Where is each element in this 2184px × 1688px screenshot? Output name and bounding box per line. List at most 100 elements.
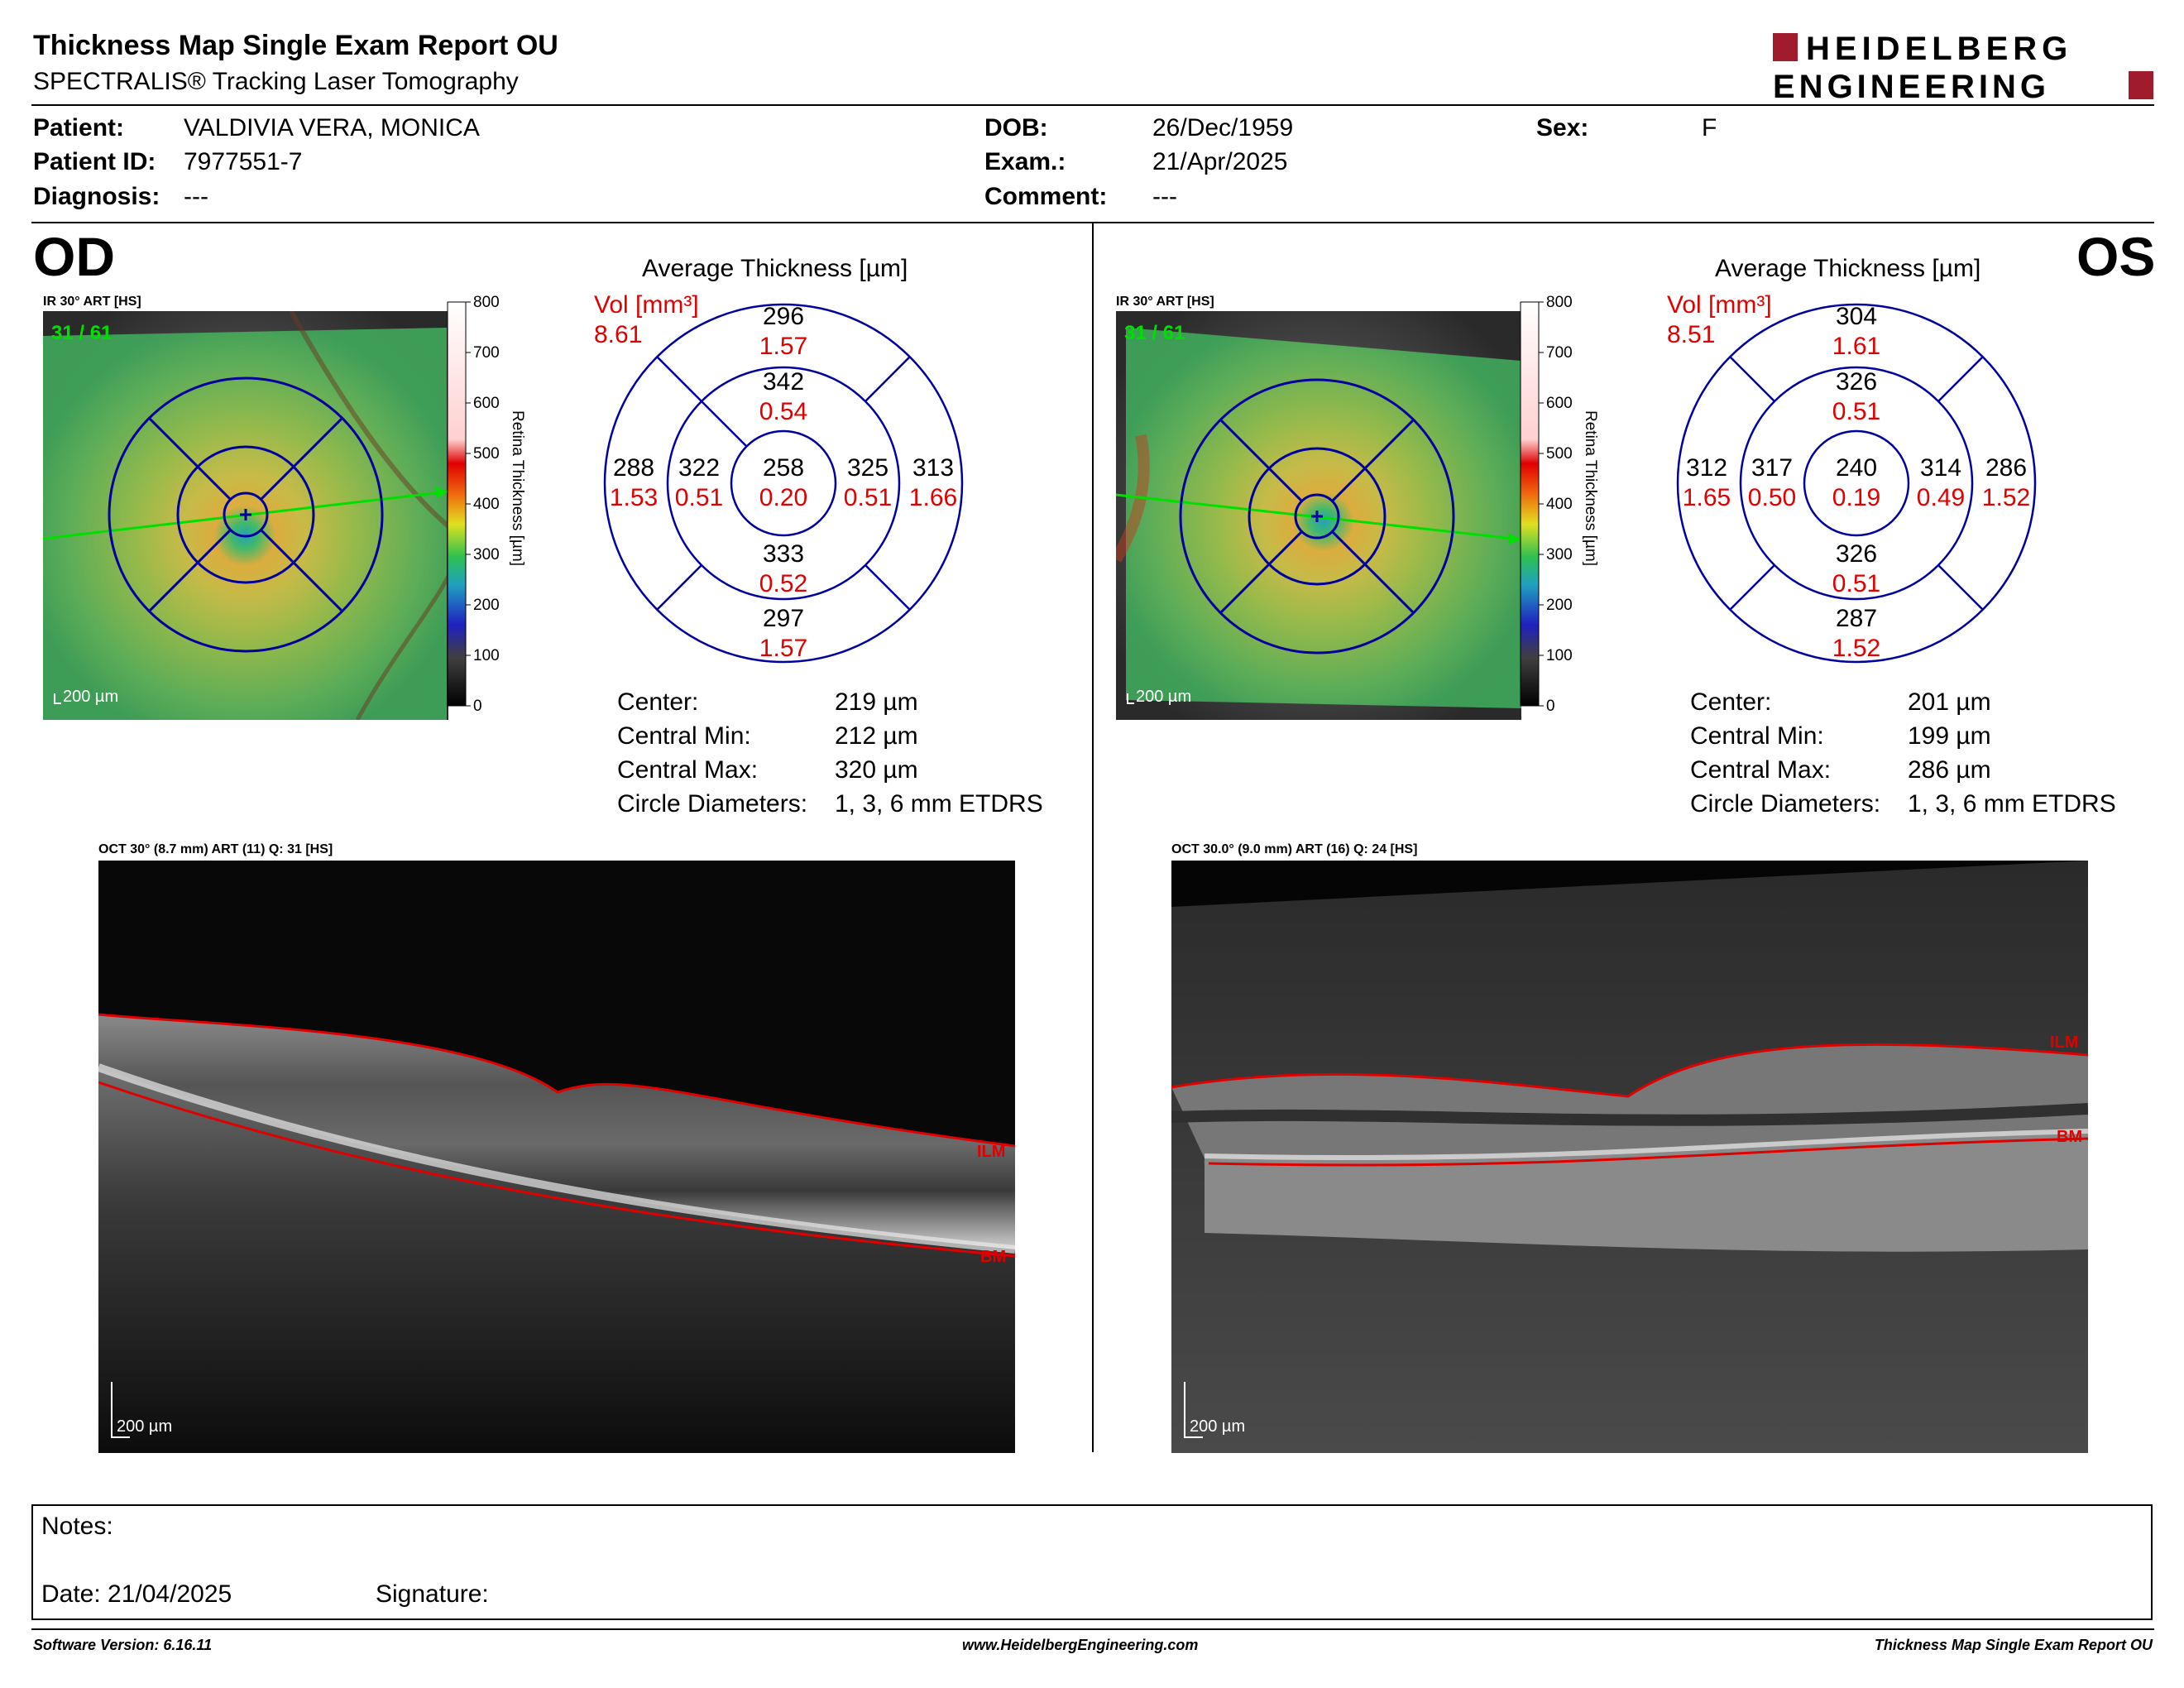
od-bm-label: BM	[980, 1248, 1006, 1266]
od-inner-temp-thk: 322	[678, 454, 720, 482]
heidelberg-logo: HEIDELBERG ENGINEERING	[1773, 31, 2153, 104]
os-vol-label: Vol [mm³]	[1667, 291, 1772, 319]
od-inner-nas-vol: 0.51	[844, 484, 892, 511]
os-oct-scale: 200 µm	[1190, 1417, 1245, 1436]
od-cbar-tick-500: 500	[473, 445, 500, 463]
os-center-value: 201 µm	[1908, 688, 1991, 716]
od-cbar-tick-100: 100	[473, 647, 500, 664]
dob-label: DOB:	[984, 114, 1048, 141]
od-ilm-label: ILM	[977, 1143, 1005, 1161]
patient-name: VALDIVIA VERA, MONICA	[184, 114, 480, 141]
os-min-value: 199 µm	[1908, 722, 1991, 750]
os-inner-inf-vol: 0.51	[1832, 570, 1880, 597]
os-cbar-tick-200: 200	[1546, 597, 1573, 614]
header-rule	[31, 104, 2154, 106]
od-outer-nas-vol: 1.66	[909, 484, 957, 511]
report-title: Thickness Map Single Exam Report OU	[33, 30, 558, 61]
od-inner-inf-thk: 333	[763, 540, 804, 568]
os-inner-sup-thk: 326	[1836, 368, 1877, 396]
os-center-label: Center:	[1690, 688, 1772, 716]
od-cbar-tick-200: 200	[473, 597, 500, 614]
od-vol-label: Vol [mm³]	[594, 291, 699, 319]
website-link[interactable]: www.HeidelbergEngineering.com	[962, 1637, 1199, 1653]
os-eye-label: OS	[2076, 226, 2156, 287]
diagnosis-value: ---	[184, 183, 208, 210]
os-outer-inf-vol: 1.52	[1832, 635, 1880, 662]
od-thickness-map: 31 / 61 200 µm	[43, 311, 448, 720]
od-avg-title: Average Thickness [µm]	[642, 255, 908, 282]
logo-line2: ENGINEERING	[1773, 69, 2050, 104]
patient-rule	[31, 222, 2154, 223]
eye-divider	[1092, 223, 1094, 1452]
os-etdrs-grid: 304 1.61 326 0.51 312 1.65 317 0.50 240 …	[1676, 303, 2037, 664]
od-cbar-label: Retina Thickness [µm]	[509, 410, 526, 566]
os-outer-nas-thk: 286	[1985, 454, 2027, 482]
od-outer-sup-thk: 296	[763, 303, 804, 330]
comment-label: Comment:	[984, 183, 1108, 210]
os-circ-value: 1, 3, 6 mm ETDRS	[1908, 790, 2116, 818]
os-avg-title: Average Thickness [µm]	[1715, 255, 1981, 282]
sex-label: Sex:	[1536, 114, 1589, 141]
od-oct-scan: ILM BM 200 µm	[98, 861, 1015, 1453]
signature-label: Signature:	[376, 1580, 489, 1608]
os-thickness-map: 31 / 61 200 µm	[1116, 311, 1521, 720]
os-inner-sup-vol: 0.51	[1832, 398, 1880, 425]
od-cbar-tick-600: 600	[473, 395, 500, 412]
od-outer-temp-thk: 288	[613, 454, 654, 482]
os-inner-nas-vol: 0.49	[1917, 484, 1965, 511]
date-label: Date: 21/04/2025	[41, 1580, 232, 1608]
comment-value: ---	[1152, 183, 1177, 210]
dob-value: 26/Dec/1959	[1152, 114, 1294, 141]
logo-line1: HEIDELBERG	[1806, 31, 2072, 67]
os-max-label: Central Max:	[1690, 756, 1832, 784]
od-frames: 31 / 61	[51, 322, 112, 344]
os-outer-sup-thk: 304	[1836, 303, 1877, 330]
od-circ-value: 1, 3, 6 mm ETDRS	[835, 790, 1043, 818]
od-cbar-tick-0: 0	[473, 698, 482, 715]
od-outer-inf-thk: 297	[763, 605, 804, 632]
od-eye-label: OD	[33, 226, 115, 287]
od-outer-temp-vol: 1.53	[610, 484, 658, 511]
os-outer-temp-thk: 312	[1686, 454, 1727, 482]
os-center-vol: 0.19	[1832, 484, 1880, 511]
footer-report-title: Thickness Map Single Exam Report OU	[1874, 1637, 2153, 1653]
os-inner-inf-thk: 326	[1836, 540, 1877, 568]
od-circ-label: Circle Diameters:	[617, 790, 808, 818]
report-subtitle: SPECTRALIS® Tracking Laser Tomography	[33, 68, 519, 95]
od-vol-value: 8.61	[594, 321, 643, 348]
os-cbar-tick-700: 700	[1546, 344, 1573, 362]
notes-box: Notes: Date: 21/04/2025 Signature:	[31, 1504, 2153, 1620]
os-oct-scan: ILM BM 200 µm	[1171, 861, 2088, 1453]
os-outer-inf-thk: 287	[1836, 605, 1877, 632]
od-oct-scale: 200 µm	[117, 1417, 172, 1436]
od-ir-label: IR 30° ART [HS]	[43, 295, 141, 309]
od-outer-sup-vol: 1.57	[759, 333, 807, 360]
os-scale: 200 µm	[1136, 688, 1191, 706]
os-cbar-tick-100: 100	[1546, 647, 1573, 664]
exam-value: 21/Apr/2025	[1152, 148, 1288, 175]
od-center-thk: 258	[763, 454, 804, 482]
od-inner-sup-vol: 0.54	[759, 398, 807, 425]
patient-id-label: Patient ID:	[33, 148, 156, 175]
os-bm-label: BM	[2057, 1128, 2082, 1146]
os-cbar-tick-600: 600	[1546, 395, 1573, 412]
os-min-label: Central Min:	[1690, 722, 1824, 750]
os-ilm-label: ILM	[2050, 1033, 2078, 1052]
sex-value: F	[1702, 114, 1717, 141]
od-oct-label: OCT 30° (8.7 mm) ART (11) Q: 31 [HS]	[98, 842, 333, 856]
os-ir-label: IR 30° ART [HS]	[1116, 295, 1214, 309]
os-cbar-tick-300: 300	[1546, 546, 1573, 563]
od-cbar-tick-700: 700	[473, 344, 500, 362]
od-max-label: Central Max:	[617, 756, 759, 784]
os-max-value: 286 µm	[1908, 756, 1991, 784]
os-inner-temp-vol: 0.50	[1748, 484, 1796, 511]
od-cbar-tick-300: 300	[473, 546, 500, 563]
os-center-thk: 240	[1836, 454, 1877, 482]
patient-label: Patient:	[33, 114, 125, 141]
os-outer-nas-vol: 1.52	[1982, 484, 2030, 511]
od-min-label: Central Min:	[617, 722, 751, 750]
os-oct-label: OCT 30.0° (9.0 mm) ART (16) Q: 24 [HS]	[1171, 842, 1418, 856]
patient-id: 7977551-7	[184, 148, 303, 175]
os-inner-temp-thk: 317	[1751, 454, 1793, 482]
od-center-label: Center:	[617, 688, 699, 716]
